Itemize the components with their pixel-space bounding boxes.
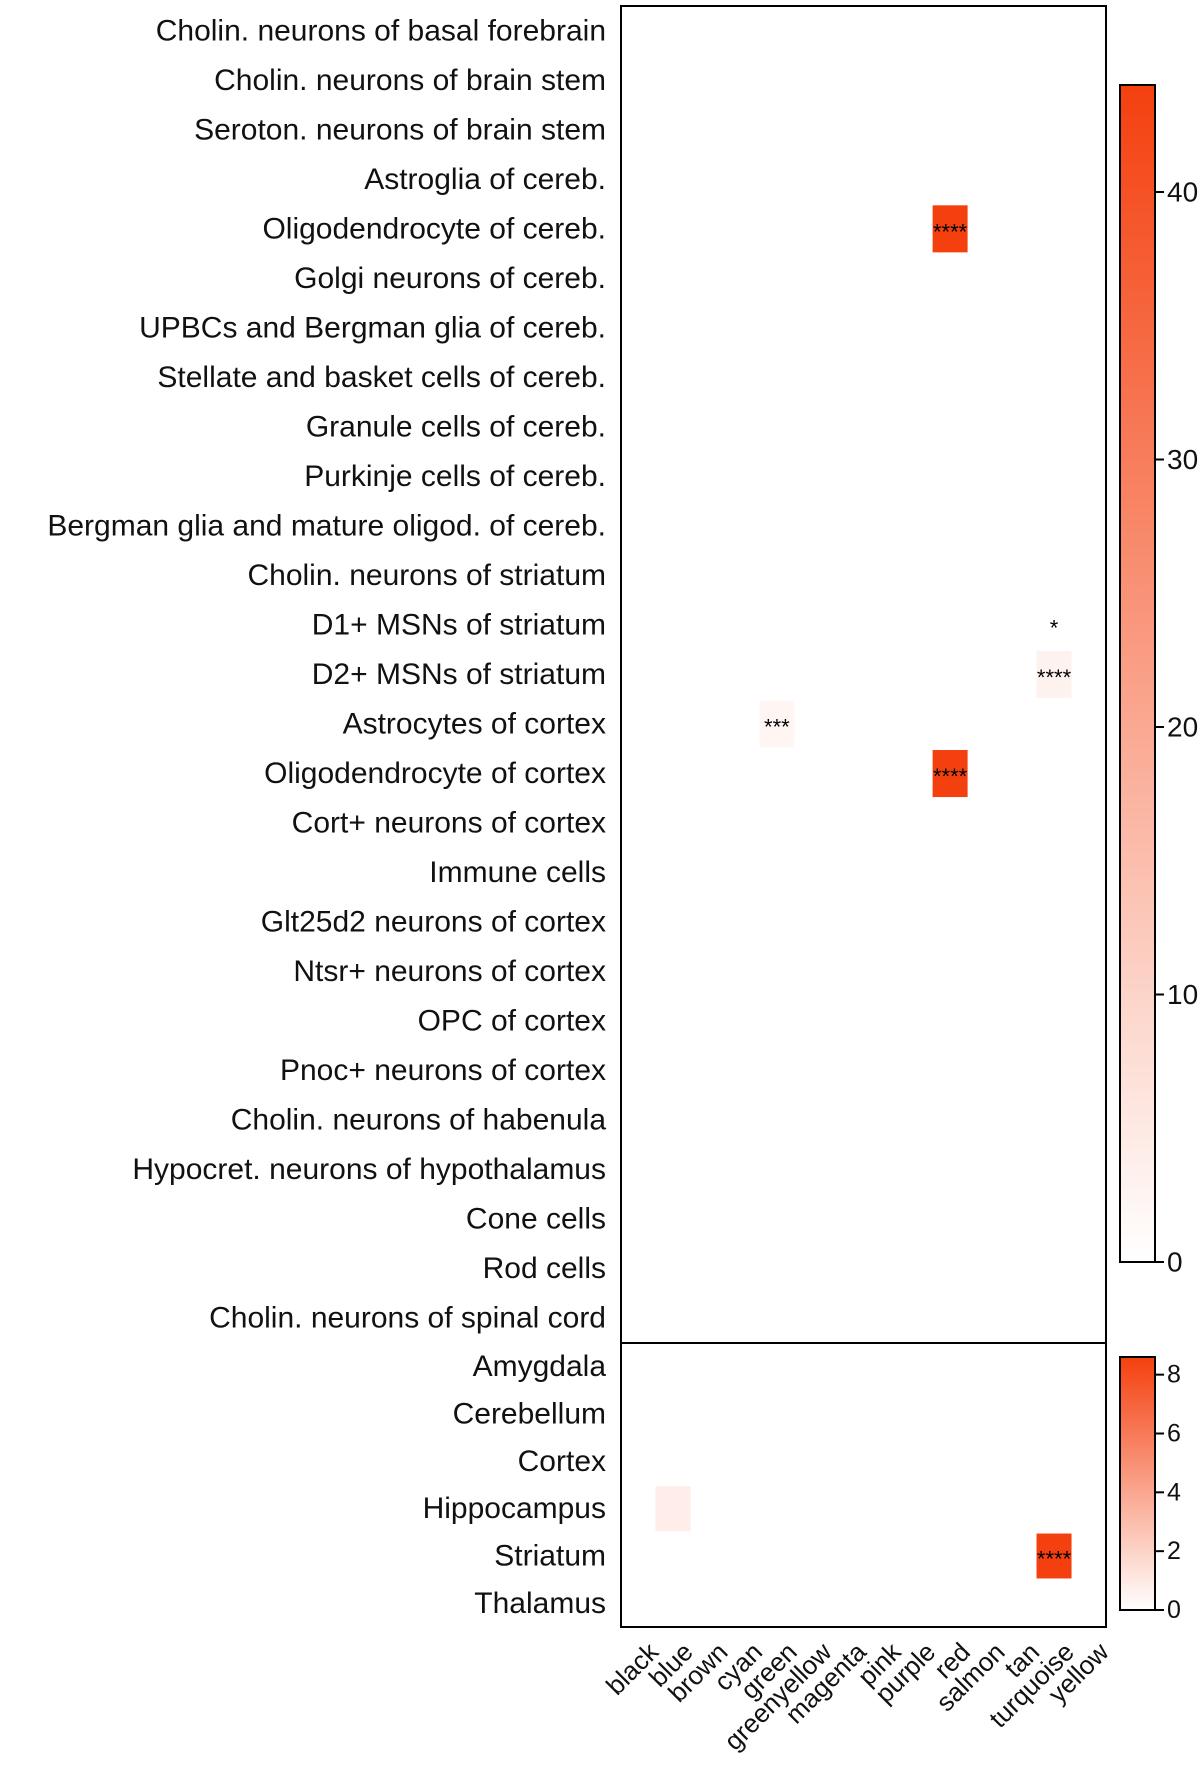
row-label: D1+ MSNs of striatum xyxy=(312,608,606,641)
row-label: Amygdala xyxy=(473,1350,607,1383)
row-label: Rod cells xyxy=(483,1252,606,1285)
row-label: D2+ MSNs of striatum xyxy=(312,658,606,691)
colorbar-tick-label: 8 xyxy=(1167,1361,1181,1389)
colorbar-tick-label: 30 xyxy=(1167,444,1198,475)
significance-label: **** xyxy=(1037,665,1072,690)
row-label: Cort+ neurons of cortex xyxy=(292,807,606,840)
row-label: Oligodendrocyte of cereb. xyxy=(262,212,606,245)
row-label: Immune cells xyxy=(429,856,606,889)
colorbar xyxy=(1119,84,1156,1263)
heatmap-cell xyxy=(1036,1533,1072,1579)
row-label: Hippocampus xyxy=(423,1492,606,1525)
row-label: Oligodendrocyte of cortex xyxy=(264,757,606,790)
colorbar-tick-label: 20 xyxy=(1167,712,1198,743)
heatmap-cell xyxy=(655,1486,691,1532)
row-label: Cholin. neurons of basal forebrain xyxy=(156,14,606,47)
heatmap-cell xyxy=(1036,601,1072,649)
colorbar-tick-label: 2 xyxy=(1167,1537,1181,1565)
significance-label: * xyxy=(1050,615,1059,640)
heatmap-cell xyxy=(932,205,968,253)
row-label: Glt25d2 neurons of cortex xyxy=(261,906,606,939)
panel-frame xyxy=(620,5,1107,1344)
row-label: Cerebellum xyxy=(453,1398,606,1431)
row-label: UPBCs and Bergman glia of cereb. xyxy=(139,311,606,344)
row-label: Bergman glia and mature oligod. of cereb… xyxy=(47,509,606,542)
significance-label: **** xyxy=(1037,1547,1072,1572)
heatmap-cell xyxy=(1036,650,1072,699)
row-label: Stellate and basket cells of cereb. xyxy=(157,361,606,394)
row-label: Golgi neurons of cereb. xyxy=(294,262,606,295)
row-label: Granule cells of cereb. xyxy=(306,410,606,443)
colorbar-tick-label: 10 xyxy=(1167,979,1198,1010)
colorbar-tick-label: 4 xyxy=(1167,1478,1181,1506)
row-label: Seroton. neurons of brain stem xyxy=(194,113,606,146)
row-label: Cholin. neurons of striatum xyxy=(247,559,606,592)
row-label: Pnoc+ neurons of cortex xyxy=(280,1054,606,1087)
row-label: Astroglia of cereb. xyxy=(364,163,606,196)
colorbar-tick-label: 0 xyxy=(1167,1596,1181,1624)
colorbar-tick-label: 0 xyxy=(1167,1247,1183,1278)
row-label: OPC of cortex xyxy=(418,1005,606,1038)
row-label: Hypocret. neurons of hypothalamus xyxy=(132,1153,606,1186)
significance-label: **** xyxy=(933,219,968,244)
heatmap-cell xyxy=(932,750,968,798)
significance-label: *** xyxy=(764,715,790,740)
colorbar xyxy=(1119,1356,1156,1611)
row-label: Cholin. neurons of habenula xyxy=(231,1104,607,1137)
row-label: Thalamus xyxy=(474,1587,606,1620)
colorbar-tick-label: 6 xyxy=(1167,1419,1181,1447)
colorbar-tick-label: 40 xyxy=(1167,177,1198,208)
row-label: Cholin. neurons of brain stem xyxy=(214,64,606,97)
row-label: Striatum xyxy=(494,1540,606,1573)
significance-label: **** xyxy=(933,764,968,789)
row-label: Cortex xyxy=(518,1445,606,1478)
row-label: Cone cells xyxy=(466,1203,606,1236)
row-label: Ntsr+ neurons of cortex xyxy=(293,955,606,988)
heatmap-cell xyxy=(759,700,795,748)
row-label: Cholin. neurons of spinal cord xyxy=(209,1302,606,1335)
panel-frame xyxy=(620,1342,1107,1628)
row-label: Astrocytes of cortex xyxy=(343,708,606,741)
row-label: Purkinje cells of cereb. xyxy=(304,460,606,493)
